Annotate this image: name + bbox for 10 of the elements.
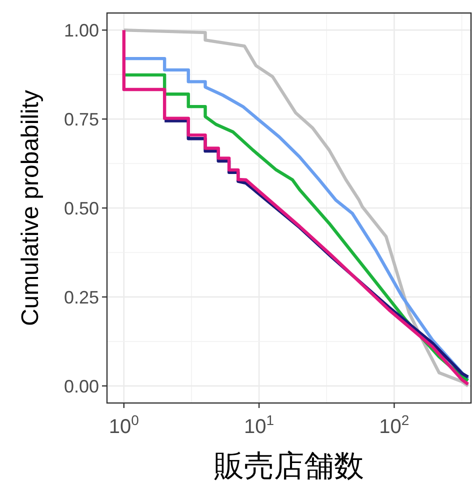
x-axis-title: 販売店舗数 xyxy=(214,450,364,483)
y-tick-label: 0.50 xyxy=(64,198,99,218)
y-axis-title: Cumulative probability xyxy=(17,90,44,326)
x-tick-label: 10$^{0}$ xyxy=(108,412,140,438)
x-tick-label: 10$^{1}$ xyxy=(244,412,274,438)
y-tick-label: 1.00 xyxy=(64,20,99,41)
x-tick-label: 10$^{2}$ xyxy=(379,412,410,438)
y-tick-label: 0.00 xyxy=(64,376,99,396)
y-tick-label: 0.25 xyxy=(64,287,99,308)
y-tick-label: 0.75 xyxy=(64,110,99,130)
